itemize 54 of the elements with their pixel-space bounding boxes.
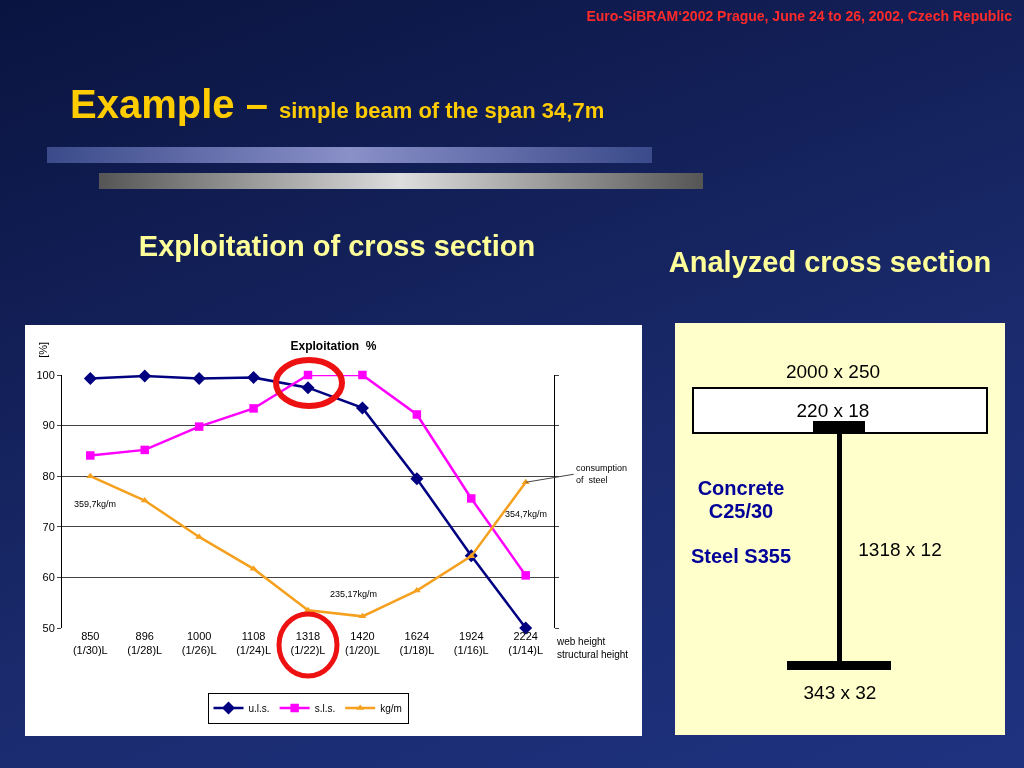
annotation: 235,17kg/m xyxy=(330,589,378,599)
x-tick-label: 2224 (1/14)L xyxy=(508,630,544,657)
point xyxy=(249,404,258,413)
legend-label: s.l.s. xyxy=(314,702,336,714)
x-tick-label: 850 (1/30)L xyxy=(72,630,108,657)
point xyxy=(301,381,315,395)
point xyxy=(358,612,367,619)
y-tick-label: 80 xyxy=(42,470,55,483)
text: 343 x 32 xyxy=(803,682,877,704)
point xyxy=(358,370,367,380)
x-tick-label: 1318 (1/22)L xyxy=(290,630,326,657)
text: 2000 x 250 xyxy=(785,361,881,383)
point xyxy=(83,372,97,386)
point xyxy=(138,369,152,383)
chart-title: Exploitation of cross section xyxy=(137,229,537,264)
annotation: 354,7kg/m xyxy=(505,509,548,519)
annotation: consumption of steel xyxy=(576,463,628,485)
point xyxy=(410,472,424,486)
text: Example – xyxy=(70,82,268,126)
y-axis-title: [%] xyxy=(37,341,50,358)
x-tick-label: 1924 (1/16)L xyxy=(453,630,489,657)
point xyxy=(467,494,476,503)
point xyxy=(194,422,204,431)
point xyxy=(140,445,149,455)
text: 220 x 18 xyxy=(796,400,870,422)
x-tick-label: 1000 (1/26)L xyxy=(181,630,217,657)
x-axis-title: web height structural height xyxy=(556,636,629,660)
point xyxy=(140,496,149,503)
y-tick-label: 50 xyxy=(42,621,55,634)
text: Steel S355 xyxy=(690,544,792,568)
y-tick-label: 90 xyxy=(42,419,55,432)
point xyxy=(247,371,261,385)
point xyxy=(412,410,422,419)
x-tick-label: 896 (1/28)L xyxy=(127,630,163,657)
text: Euro-SiBRAM‘2002 Prague, June 24 to 26, 2002, Czech Republic xyxy=(586,8,1012,24)
text: 1318 x 12 xyxy=(858,539,942,561)
point xyxy=(355,401,369,415)
y-tick-label: 60 xyxy=(42,571,55,584)
annotation: 359,7kg/m xyxy=(74,499,117,509)
point xyxy=(192,372,206,386)
x-tick-label: 1108 (1/24)L xyxy=(236,630,272,657)
y-tick-label: 100 xyxy=(36,368,55,381)
x-tick-label: 1420 (1/20)L xyxy=(344,630,380,657)
legend-label: u.l.s. xyxy=(248,702,270,714)
text: Analyzed cross section xyxy=(667,246,993,279)
point xyxy=(303,606,313,613)
legend-label: kg/m xyxy=(380,702,402,714)
x-tick-label: 1624 (1/18)L xyxy=(399,630,435,657)
text: simple beam of the span 34,7m xyxy=(279,98,605,123)
point xyxy=(86,451,95,460)
y-tick-label: 70 xyxy=(42,520,55,533)
text: Concrete C25/30 xyxy=(697,477,785,523)
chart-subtitle: Exploitation % xyxy=(290,338,377,353)
point xyxy=(521,571,530,580)
